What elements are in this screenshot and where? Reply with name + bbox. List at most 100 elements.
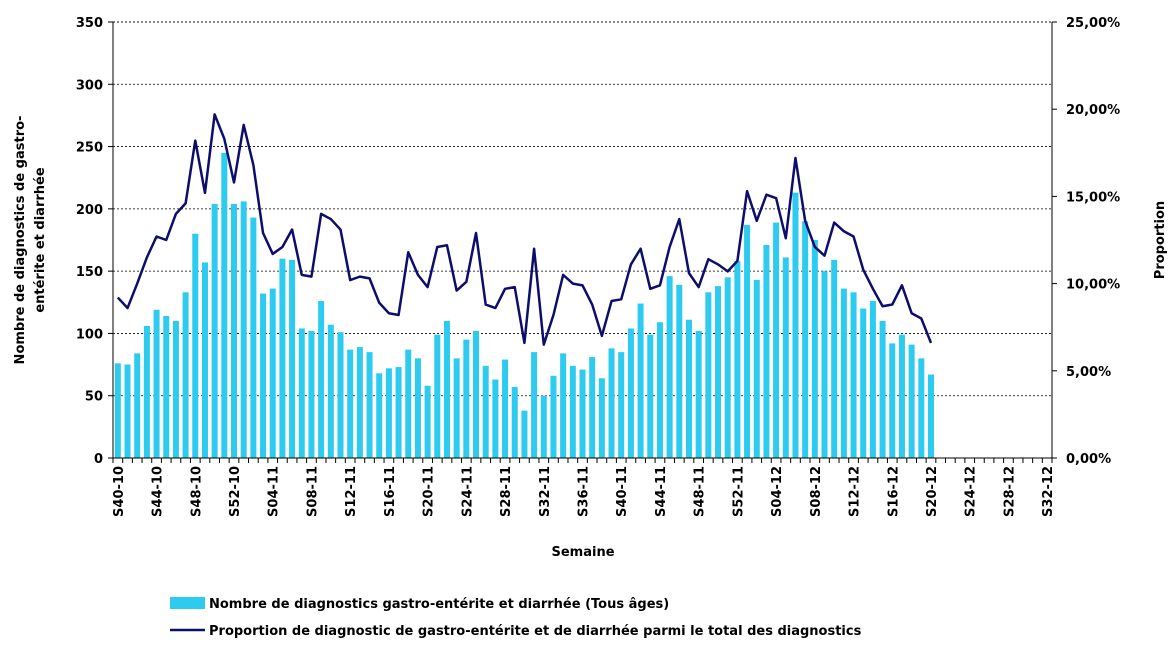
bar [182,292,189,458]
bar [531,352,538,458]
x-tick-label: S16-12 [886,466,901,517]
x-tick-label: S20-11 [422,466,437,517]
x-axis-title: Semaine [551,545,614,560]
x-tick-label: S52-10 [228,466,243,517]
x-tick-label: S12-12 [848,466,863,517]
y-tick-label: 200 [76,203,103,218]
x-tick-label: S32-11 [538,466,553,517]
y2-tick-label: 10,00% [1066,278,1120,293]
y-tick-label: 100 [76,327,103,342]
x-tick-label: S40-11 [615,466,630,517]
x-tick-label: S44-10 [151,466,166,517]
y-tick-label: 0 [94,452,103,467]
bar [724,277,731,458]
bar [695,330,702,458]
line [116,113,933,346]
legend-label: Nombre de diagnostics gastro-entérite et… [209,597,669,612]
legend-swatch [170,597,205,609]
bar [608,348,615,458]
bar [753,279,760,458]
bar [347,349,354,458]
y-axis-title: entérite et diarrhée [33,167,48,313]
bar [395,367,402,458]
x-tick-label: S16-11 [383,466,398,517]
bar [453,358,460,458]
bar [773,222,780,458]
y2-tick-label: 5,00% [1066,365,1111,380]
bar [298,328,305,458]
bar [240,201,247,458]
bar [153,309,160,458]
bar [579,369,586,458]
bar [715,286,722,458]
bar [685,319,692,458]
bar [327,324,334,458]
bar [231,203,238,458]
x-tick-label: S24-12 [964,466,979,517]
x-tick-label: S52-11 [731,466,746,517]
bar [521,410,528,458]
bar [734,261,741,458]
bar [269,288,276,458]
bar [221,152,228,459]
y-tick-label: 350 [76,16,103,31]
bar [850,292,857,458]
bar [656,322,663,458]
bar [763,244,770,458]
bar [434,334,441,458]
bar [860,308,867,458]
bar [356,347,363,458]
bar [337,332,344,458]
bar [802,221,809,458]
y2-axis-title: Proportion [1153,201,1168,279]
bar [172,320,179,458]
bar [443,320,450,458]
y2-tick-label: 15,00% [1066,190,1120,205]
bar [918,358,925,458]
x-tick-label: S28-12 [1002,466,1017,517]
bar [463,339,470,458]
bar [482,365,489,458]
bar [143,325,150,458]
bar [782,257,789,458]
y-tick-label: 50 [85,390,103,405]
bar [473,330,480,458]
bar [414,358,421,458]
y-axis-title: Nombre de diagnostics de gastro- [13,116,28,365]
bar [279,258,286,458]
bar [289,259,296,458]
bar [124,364,131,458]
bar [492,379,499,458]
y-tick-label: 150 [76,265,103,280]
bar [676,284,683,458]
bar [318,301,325,458]
x-tick-label: S08-12 [809,466,824,517]
bar [550,375,557,458]
bar [201,262,208,458]
bar [589,357,596,458]
bar [627,328,634,458]
x-tick-label: S04-12 [770,466,785,517]
bar [598,378,605,458]
bar [134,353,141,458]
x-tick-label: S48-10 [189,466,204,517]
bar [540,395,547,458]
x-tick-label: S08-11 [305,466,320,517]
bar [114,363,121,458]
bar [560,353,567,458]
legend-label: Proportion de diagnostic de gastro-entér… [209,624,862,639]
bar [869,301,876,458]
y-tick-label: 300 [76,78,103,93]
x-tick-label: S24-11 [460,466,475,517]
bar [840,288,847,458]
bar [366,352,373,458]
bar [424,385,431,458]
bar [666,276,673,458]
bar [308,330,315,458]
bar [569,365,576,458]
bar [744,225,751,458]
bar [376,373,383,458]
x-tick-label: S28-11 [499,466,514,517]
x-tick-label: S40-10 [112,466,127,517]
